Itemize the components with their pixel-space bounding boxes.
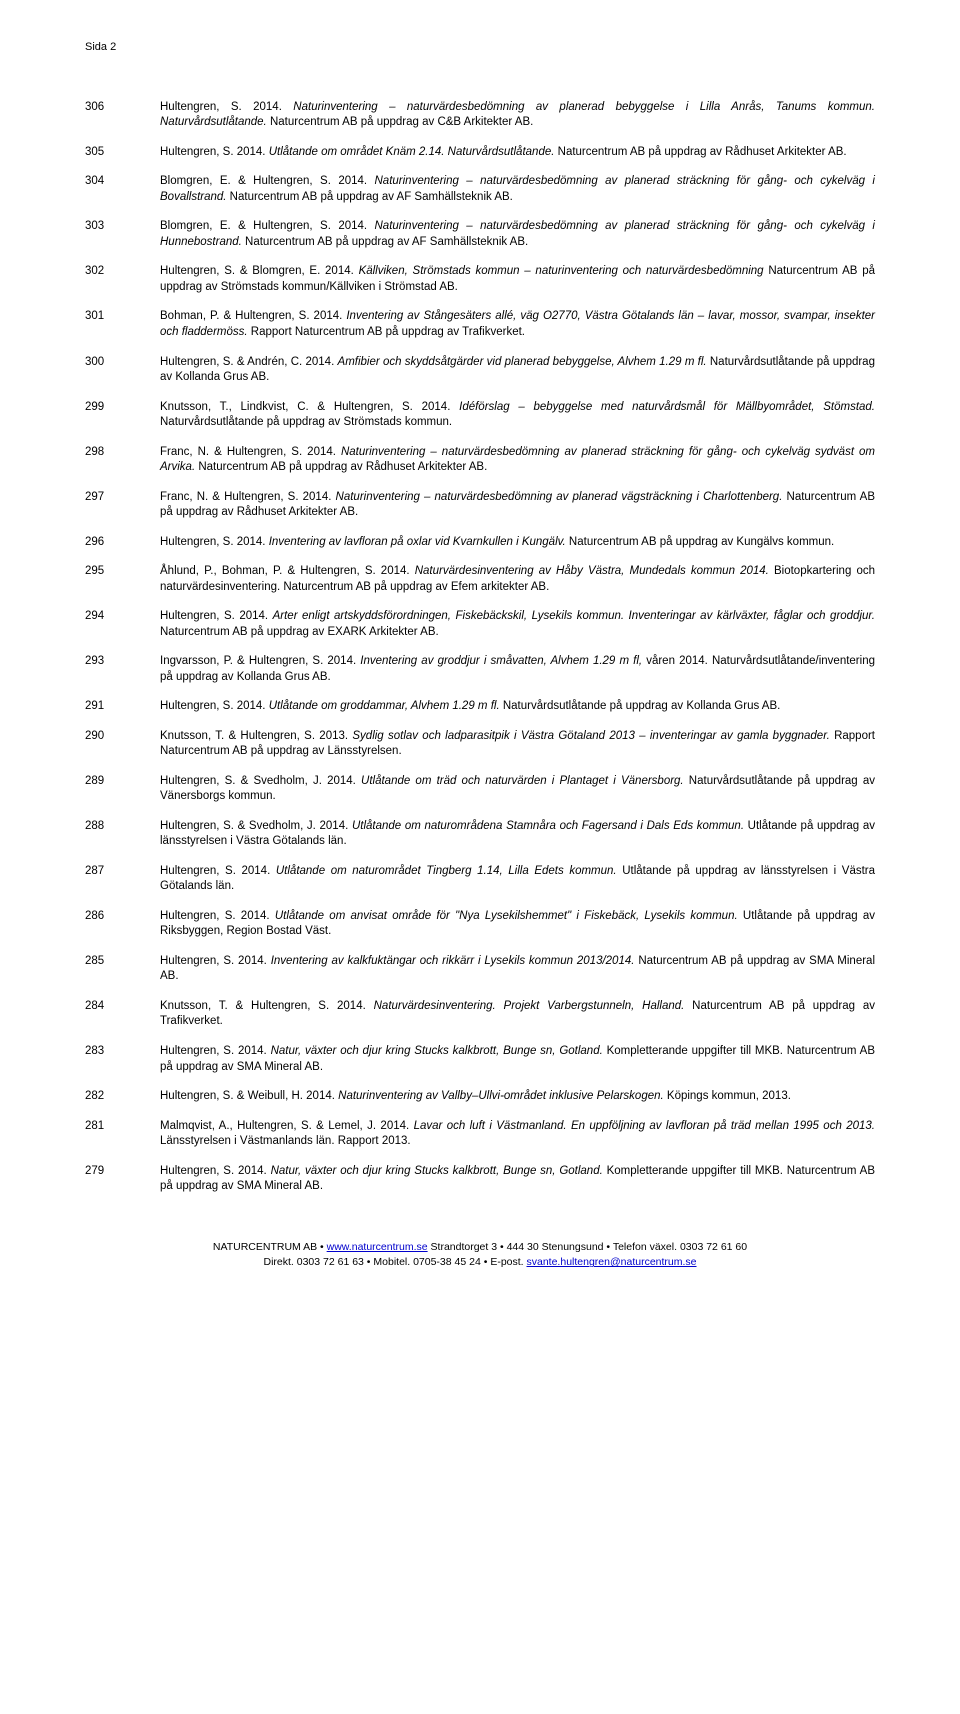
bibliography-entry: 285Hultengren, S. 2014. Inventering av k… [85, 954, 875, 985]
entry-number: 297 [85, 490, 160, 521]
entry-text: Knutsson, T., Lindkvist, C. & Hultengren… [160, 400, 875, 431]
page-header: Sida 2 [85, 40, 875, 55]
entry-text: Hultengren, S. 2014. Natur, växter och d… [160, 1164, 875, 1195]
entry-number: 296 [85, 535, 160, 551]
entry-text: Bohman, P. & Hultengren, S. 2014. Invent… [160, 309, 875, 340]
entry-text: Knutsson, T. & Hultengren, S. 2013. Sydl… [160, 729, 875, 760]
entry-text: Ingvarsson, P. & Hultengren, S. 2014. In… [160, 654, 875, 685]
bibliography-entry: 283Hultengren, S. 2014. Natur, växter oc… [85, 1044, 875, 1075]
entry-number: 298 [85, 445, 160, 476]
footer-line-2: Direkt. 0303 72 61 63 • Mobitel. 0705-38… [85, 1255, 875, 1271]
entry-number: 305 [85, 145, 160, 161]
bibliography-entry: 300Hultengren, S. & Andrén, C. 2014. Amf… [85, 355, 875, 386]
footer-company: NATURCENTRUM AB • [213, 1241, 327, 1253]
bibliography-entry: 291Hultengren, S. 2014. Utlåtande om gro… [85, 699, 875, 715]
entry-text: Hultengren, S. 2014. Inventering av kalk… [160, 954, 875, 985]
entry-number: 290 [85, 729, 160, 760]
entry-number: 282 [85, 1089, 160, 1105]
entry-number: 288 [85, 819, 160, 850]
entry-number: 304 [85, 174, 160, 205]
entry-text: Hultengren, S. 2014. Arter enligt artsky… [160, 609, 875, 640]
bibliography-entry: 303Blomgren, E. & Hultengren, S. 2014. N… [85, 219, 875, 250]
entry-number: 294 [85, 609, 160, 640]
entry-text: Hultengren, S. & Svedholm, J. 2014. Utlå… [160, 774, 875, 805]
footer-line-1: NATURCENTRUM AB • www.naturcentrum.se St… [85, 1240, 875, 1256]
page-footer: NATURCENTRUM AB • www.naturcentrum.se St… [85, 1240, 875, 1272]
bibliography-entry: 281Malmqvist, A., Hultengren, S. & Lemel… [85, 1119, 875, 1150]
bibliography-entry: 290Knutsson, T. & Hultengren, S. 2013. S… [85, 729, 875, 760]
bibliography-entry: 302Hultengren, S. & Blomgren, E. 2014. K… [85, 264, 875, 295]
entry-text: Franc, N. & Hultengren, S. 2014. Naturin… [160, 445, 875, 476]
bibliography-entry: 288Hultengren, S. & Svedholm, J. 2014. U… [85, 819, 875, 850]
entry-text: Hultengren, S. & Blomgren, E. 2014. Käll… [160, 264, 875, 295]
entry-number: 287 [85, 864, 160, 895]
bibliography-entry: 297Franc, N. & Hultengren, S. 2014. Natu… [85, 490, 875, 521]
entry-number: 299 [85, 400, 160, 431]
entry-number: 303 [85, 219, 160, 250]
entry-text: Blomgren, E. & Hultengren, S. 2014. Natu… [160, 174, 875, 205]
bibliography-entry: 293Ingvarsson, P. & Hultengren, S. 2014.… [85, 654, 875, 685]
entry-number: 302 [85, 264, 160, 295]
entry-text: Hultengren, S. 2014. Utlåtande om naturo… [160, 864, 875, 895]
bibliography-entry: 304Blomgren, E. & Hultengren, S. 2014. N… [85, 174, 875, 205]
bibliography-entry: 298Franc, N. & Hultengren, S. 2014. Natu… [85, 445, 875, 476]
bibliography-entry: 295Åhlund, P., Bohman, P. & Hultengren, … [85, 564, 875, 595]
entry-text: Malmqvist, A., Hultengren, S. & Lemel, J… [160, 1119, 875, 1150]
entry-text: Hultengren, S. & Svedholm, J. 2014. Utlå… [160, 819, 875, 850]
bibliography-entry: 306Hultengren, S. 2014. Naturinventering… [85, 100, 875, 131]
entry-text: Åhlund, P., Bohman, P. & Hultengren, S. … [160, 564, 875, 595]
entry-text: Hultengren, S. 2014. Natur, växter och d… [160, 1044, 875, 1075]
entry-number: 300 [85, 355, 160, 386]
bibliography-entry: 294Hultengren, S. 2014. Arter enligt art… [85, 609, 875, 640]
entry-number: 301 [85, 309, 160, 340]
entry-number: 289 [85, 774, 160, 805]
bibliography-entry: 282Hultengren, S. & Weibull, H. 2014. Na… [85, 1089, 875, 1105]
entry-number: 285 [85, 954, 160, 985]
entry-number: 286 [85, 909, 160, 940]
bibliography-entry: 279Hultengren, S. 2014. Natur, växter oc… [85, 1164, 875, 1195]
bibliography-entry: 289Hultengren, S. & Svedholm, J. 2014. U… [85, 774, 875, 805]
entry-number: 295 [85, 564, 160, 595]
footer-email-link[interactable]: svante.hultengren@naturcentrum.se [527, 1256, 697, 1268]
entry-text: Knutsson, T. & Hultengren, S. 2014. Natu… [160, 999, 875, 1030]
entry-number: 306 [85, 100, 160, 131]
entry-text: Hultengren, S. 2014. Utlåtande om område… [160, 145, 875, 161]
footer-address: Strandtorget 3 • 444 30 Stenungsund • Te… [428, 1241, 747, 1253]
entry-number: 291 [85, 699, 160, 715]
entry-number: 283 [85, 1044, 160, 1075]
entry-text: Hultengren, S. 2014. Naturinventering – … [160, 100, 875, 131]
entry-number: 279 [85, 1164, 160, 1195]
bibliography-entry: 284Knutsson, T. & Hultengren, S. 2014. N… [85, 999, 875, 1030]
bibliography-entry: 296Hultengren, S. 2014. Inventering av l… [85, 535, 875, 551]
entry-text: Hultengren, S. 2014. Utlåtande om grodda… [160, 699, 875, 715]
entry-text: Hultengren, S. 2014. Inventering av lavf… [160, 535, 875, 551]
entry-number: 284 [85, 999, 160, 1030]
footer-phone: Direkt. 0303 72 61 63 • Mobitel. 0705-38… [263, 1256, 526, 1268]
bibliography-entry: 287Hultengren, S. 2014. Utlåtande om nat… [85, 864, 875, 895]
bibliography-entry: 305Hultengren, S. 2014. Utlåtande om omr… [85, 145, 875, 161]
entry-text: Hultengren, S. 2014. Utlåtande om anvisa… [160, 909, 875, 940]
entry-text: Franc, N. & Hultengren, S. 2014. Naturin… [160, 490, 875, 521]
entry-text: Blomgren, E. & Hultengren, S. 2014. Natu… [160, 219, 875, 250]
entry-text: Hultengren, S. & Andrén, C. 2014. Amfibi… [160, 355, 875, 386]
entry-text: Hultengren, S. & Weibull, H. 2014. Natur… [160, 1089, 875, 1105]
entry-number: 281 [85, 1119, 160, 1150]
entries-list: 306Hultengren, S. 2014. Naturinventering… [85, 100, 875, 1195]
bibliography-entry: 299Knutsson, T., Lindkvist, C. & Hulteng… [85, 400, 875, 431]
entry-number: 293 [85, 654, 160, 685]
footer-website-link[interactable]: www.naturcentrum.se [327, 1241, 428, 1253]
bibliography-entry: 286Hultengren, S. 2014. Utlåtande om anv… [85, 909, 875, 940]
bibliography-entry: 301Bohman, P. & Hultengren, S. 2014. Inv… [85, 309, 875, 340]
